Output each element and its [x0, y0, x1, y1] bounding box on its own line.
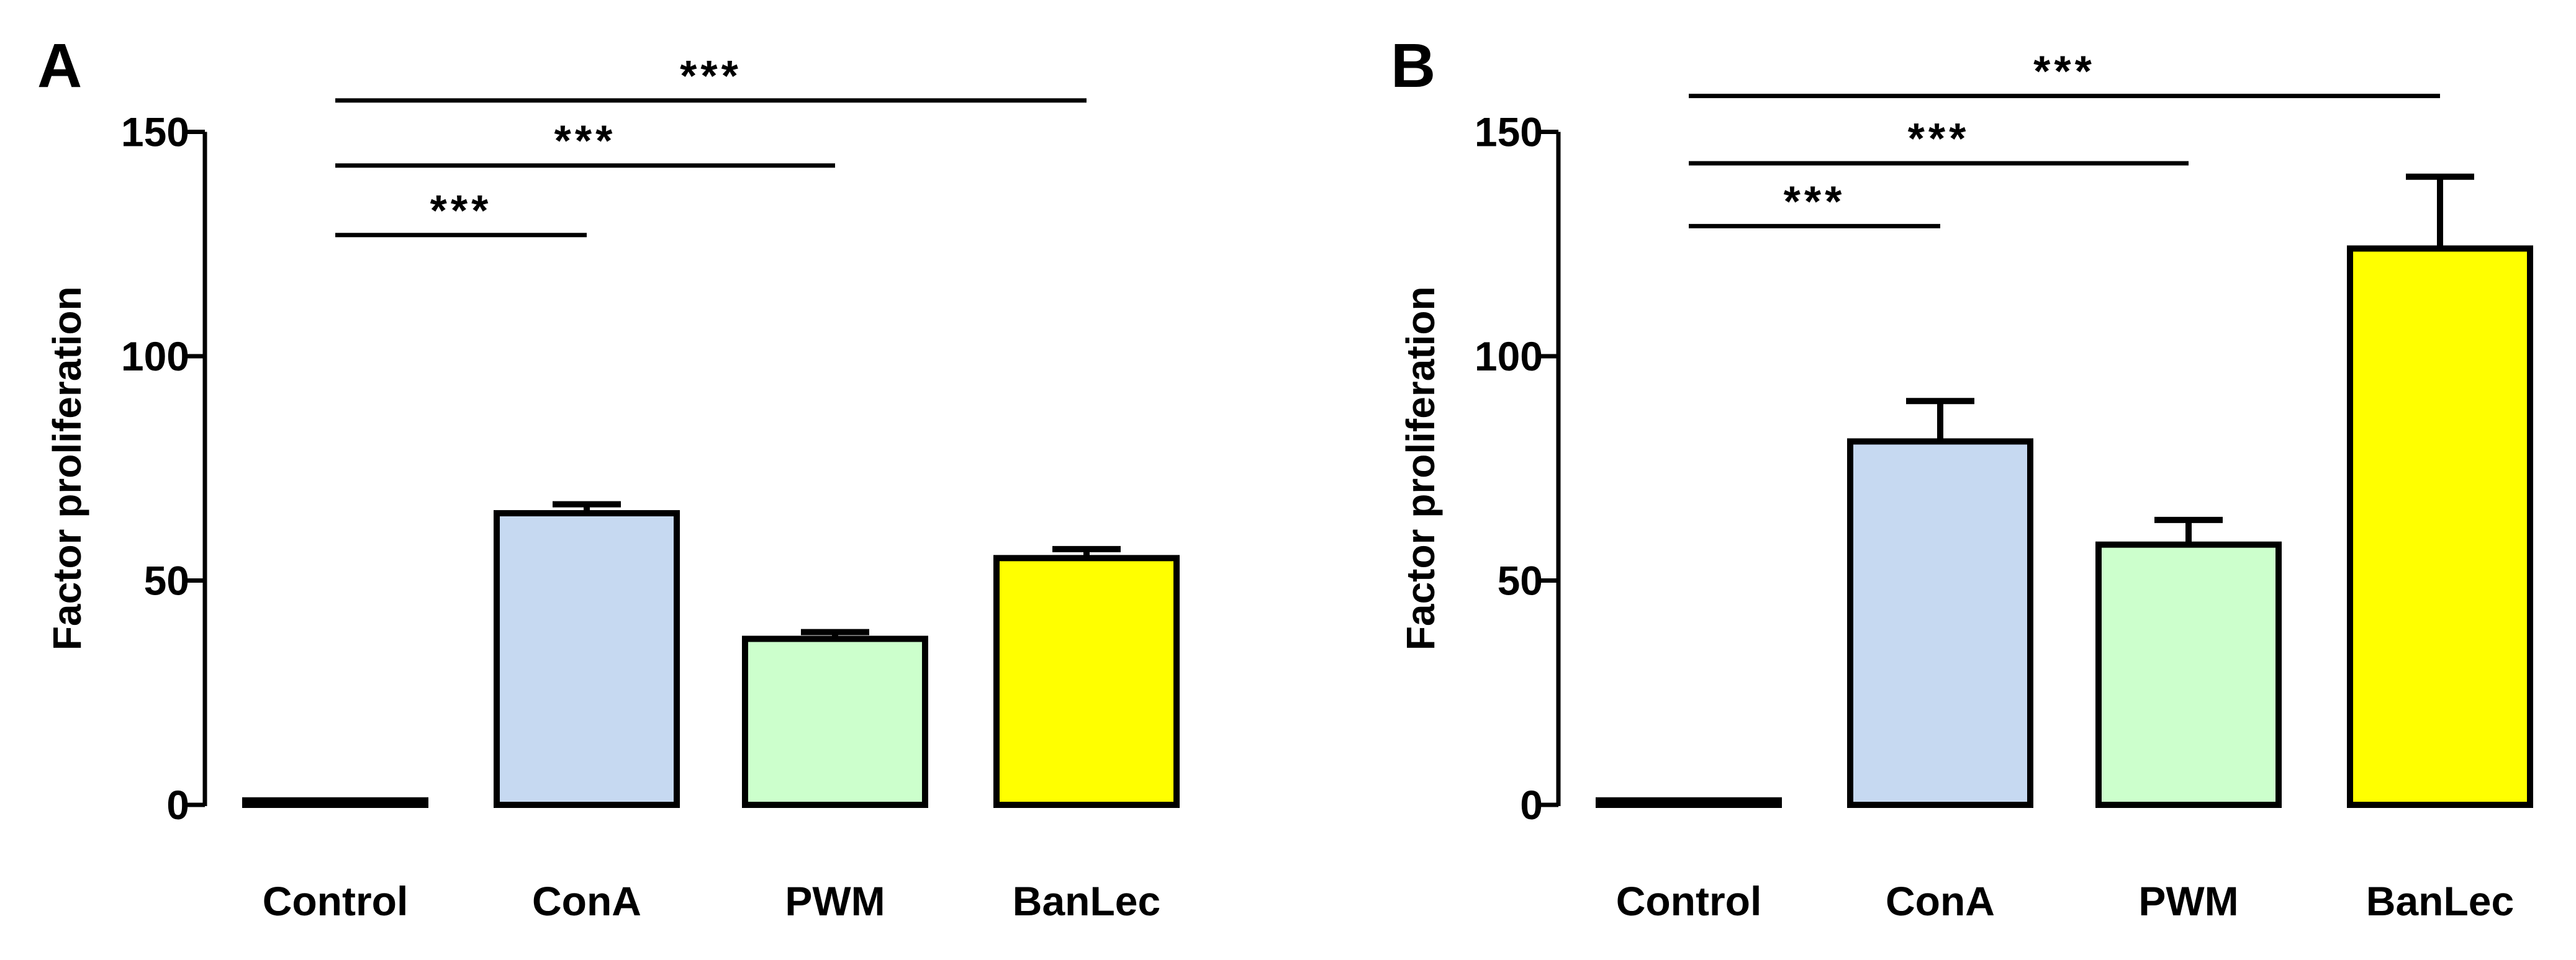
panel-b-bar-banlec: [2347, 245, 2533, 809]
panel-a-ytick-label-150: 150: [121, 109, 189, 155]
panel-b-sig-label-pwm: ***: [1908, 114, 1970, 163]
panel-a-ytick-label-100: 100: [121, 333, 189, 379]
panel-b-ytick-label-0: 0: [1520, 782, 1543, 828]
panel-a-bar-banlec: [993, 555, 1180, 808]
panel-a: A 0 50 100 150 Factor proliferation Control Con…: [37, 31, 1180, 924]
panel-b-bar-pwm: [2095, 541, 2282, 808]
panel-b-xtick-label-banlec: BanLec: [2366, 878, 2514, 924]
panel-a-xtick-label-pwm: PWM: [785, 878, 885, 924]
panel-a-xtick-label-cona: ConA: [532, 878, 641, 924]
panel-b-xtick-label-control: Control: [1616, 878, 1762, 924]
panel-b-xtick-label-pwm: PWM: [2138, 878, 2238, 924]
panel-b-ytick-label-150: 150: [1475, 109, 1543, 155]
panel-b-bar-cona: [1847, 438, 2033, 808]
panel-b-sig-label-cona: ***: [1784, 177, 1846, 225]
panel-b-ytick-label-100: 100: [1475, 333, 1543, 379]
panel-a-ytick-label-50: 50: [144, 558, 189, 604]
panel-a-ytick-label-0: 0: [166, 782, 189, 828]
panel-a-sig-label-banlec: ***: [680, 52, 742, 100]
panel-b: B 0 50 100 150 Factor proliferation Control Con…: [1391, 31, 2533, 924]
panel-a-ylabel: Factor proliferation: [45, 286, 89, 650]
panel-b-letter: B: [1391, 31, 1435, 101]
panel-a-bar-cona: [494, 510, 680, 808]
panel-b-xtick-label-cona: ConA: [1886, 878, 1995, 924]
panel-a-bar-control: [242, 797, 428, 809]
panel-a-sig-label-cona: ***: [430, 186, 492, 235]
panel-b-ytick-label-50: 50: [1498, 558, 1543, 604]
panel-b-sig-label-banlec: ***: [2033, 47, 2095, 96]
panel-b-ylabel: Factor proliferation: [1398, 286, 1443, 650]
panel-a-sig-label-pwm: ***: [554, 117, 617, 165]
panel-a-xtick-label-banlec: BanLec: [1013, 878, 1160, 924]
panel-a-bar-pwm: [742, 635, 928, 808]
panel-a-letter: A: [37, 31, 82, 101]
panel-a-xtick-label-control: Control: [263, 878, 409, 924]
panel-b-bar-control: [1596, 797, 1782, 809]
